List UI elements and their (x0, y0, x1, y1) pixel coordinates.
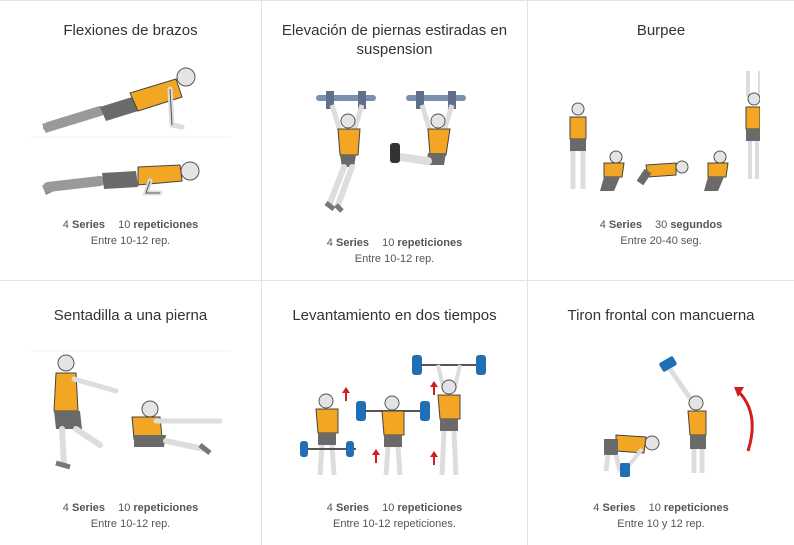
series-count: 4 (326, 502, 333, 514)
exercise-title: Tiron frontal con mancuerna (567, 307, 755, 324)
exercise-card[interactable]: Tiron frontal con mancuerna 4 Series (528, 281, 794, 545)
exercise-meta: 4 Series 30 segundos Entre 20-40 seg. (528, 217, 794, 249)
exercise-meta: 4 Series 10 repeticiones Entre 10-12 rep… (262, 500, 527, 532)
amount-label: repeticiones (663, 502, 729, 514)
amount-label: repeticiones (133, 219, 199, 231)
series-label: Series (71, 502, 106, 514)
exercise-title: Elevación de piernas estiradas en suspen… (281, 22, 508, 58)
amount-value: 10 (382, 502, 395, 514)
series-label: Series (335, 502, 370, 514)
amount-value: 10 (118, 219, 131, 231)
series-label: Series (335, 237, 370, 249)
dumbbell-snatch-illustration (603, 356, 754, 477)
series-count: 4 (593, 502, 600, 514)
exercise-title: Sentadilla a una pierna (53, 307, 208, 324)
exercise-title: Levantamiento en dos tiempos (292, 307, 497, 324)
exercise-meta: 4 Series 10 repeticiones Entre 10 y 12 r… (528, 500, 794, 532)
amount-label: segundos (670, 219, 723, 231)
series-label: Series (608, 219, 642, 231)
amount-label: repeticiones (397, 237, 463, 249)
series-count: 4 (599, 219, 606, 231)
exercise-card[interactable]: Burpee 4 (528, 1, 794, 281)
amount-label: repeticiones (397, 502, 463, 514)
range-text: Entre 10 y 12 rep. (617, 518, 705, 530)
range-text: Entre 10-12 rep. (90, 235, 171, 247)
pistol-squat-illustration (30, 350, 230, 470)
exercise-meta: 4 Series 10 repeticiones Entre 10-12 rep… (262, 235, 527, 267)
series-count: 4 (62, 502, 69, 514)
exercise-card[interactable]: Elevación de piernas estiradas en suspen… (262, 1, 528, 281)
exercise-meta: 4 Series 10 repeticiones Entre 10-12 rep… (0, 500, 261, 532)
burpee-illustration (569, 71, 760, 191)
amount-value: 10 (648, 502, 661, 514)
range-text: Entre 10-12 repeticiones. (333, 518, 456, 530)
exercise-card[interactable]: Sentadilla a una pierna 4 Series 10 repe… (0, 281, 262, 545)
series-count: 4 (62, 219, 69, 231)
amount-label: repeticiones (133, 502, 199, 514)
range-text: Entre 10-12 rep. (354, 253, 435, 265)
exercise-title: Burpee (636, 22, 686, 39)
push-up-illustration (30, 67, 230, 196)
series-label: Series (602, 502, 636, 514)
hanging-leg-raise-illustration (316, 91, 466, 213)
exercise-meta: 4 Series 10 repeticiones Entre 10-12 rep… (0, 217, 261, 249)
amount-value: 10 (382, 237, 395, 249)
exercise-card[interactable]: Flexiones de brazos (0, 1, 262, 281)
amount-value: 30 (655, 219, 668, 231)
exercise-title: Flexiones de brazos (63, 22, 198, 39)
clean-and-jerk-illustration (300, 355, 486, 476)
range-text: Entre 10-12 rep. (90, 518, 171, 530)
amount-value: 10 (118, 502, 131, 514)
series-label: Series (71, 219, 106, 231)
exercise-card[interactable]: Levantamiento en dos tiempos (262, 281, 528, 545)
range-text: Entre 20-40 seg. (620, 235, 702, 247)
series-count: 4 (326, 237, 333, 249)
